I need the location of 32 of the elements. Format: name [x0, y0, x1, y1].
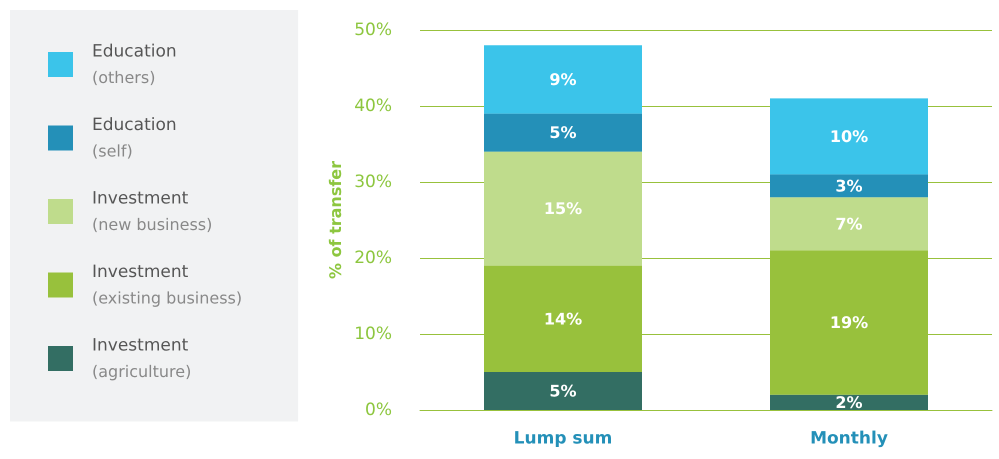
- y-tick-label: 30%: [354, 172, 392, 192]
- y-tick-label: 20%: [354, 248, 392, 268]
- legend-label: Education (self): [92, 115, 177, 160]
- data-label: 7%: [835, 214, 863, 234]
- data-label: 9%: [549, 70, 577, 89]
- legend-label: Education (others): [92, 42, 177, 87]
- data-label: 2%: [835, 392, 863, 412]
- bar: [484, 372, 642, 410]
- data-label: 15%: [544, 199, 582, 218]
- bar: [484, 45, 642, 114]
- legend-label: Investment (agriculture): [92, 336, 192, 381]
- data-label: 10%: [830, 126, 868, 146]
- x-tick-label: Monthly: [810, 428, 888, 448]
- legend-label: Investment (new business): [92, 188, 212, 234]
- data-label: 14%: [544, 309, 582, 328]
- bar: [770, 394, 928, 410]
- y-tick-label: 0%: [365, 400, 392, 420]
- y-axis-title: % of transfer: [326, 160, 345, 280]
- bar: [770, 98, 928, 174]
- y-tick-label: 50%: [354, 20, 392, 40]
- data-label: 19%: [830, 313, 868, 332]
- legend-label: Investment (existing business): [92, 262, 242, 308]
- bar: [484, 152, 642, 266]
- bar: [770, 174, 928, 198]
- data-label: 5%: [549, 123, 577, 142]
- data-label: 5%: [549, 382, 577, 400]
- x-tick-label: Lump sum: [514, 428, 612, 448]
- data-label: 3%: [835, 176, 863, 196]
- bar: [484, 114, 642, 152]
- bar: [770, 197, 928, 250]
- y-tick-label: 10%: [354, 324, 392, 344]
- y-tick-label: 40%: [354, 96, 392, 116]
